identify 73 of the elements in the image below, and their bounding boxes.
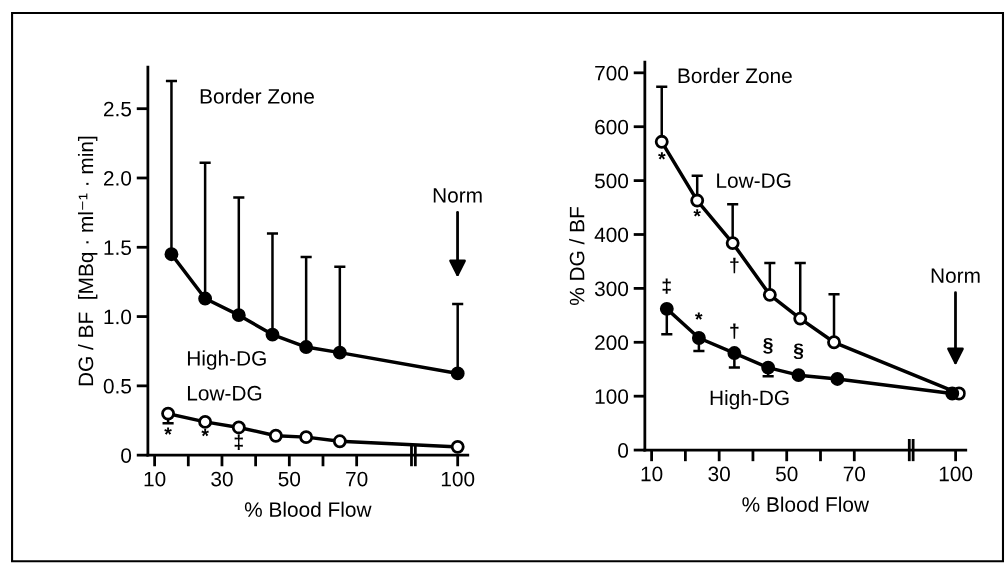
x-tick-label: 50: [775, 466, 798, 482]
y-tick-label: 2.5: [104, 101, 132, 117]
annotation: *: [658, 152, 666, 160]
x-tick-label: 30: [211, 471, 233, 487]
x-tick-label: 30: [708, 466, 730, 482]
annotation: †: [730, 323, 739, 339]
series-label: Low-DG: [187, 385, 262, 401]
point: [299, 430, 314, 445]
annotation: §: [763, 337, 773, 354]
y-tick-label: 300: [594, 281, 629, 297]
point: [945, 386, 960, 401]
x-tick-label: 10: [641, 466, 663, 482]
point: [332, 434, 347, 449]
y-axis-title: % DG / BF: [569, 207, 585, 306]
x-tick-label: 70: [843, 466, 866, 482]
x-tick-label: 70: [346, 471, 368, 487]
annotation: Norm: [931, 268, 980, 283]
point: [725, 236, 740, 251]
point: [691, 331, 706, 345]
point: [450, 366, 465, 381]
series-label: High-DG: [187, 350, 266, 370]
annotation: *: [164, 427, 172, 435]
y-tick-label: 0: [618, 443, 629, 458]
x-tick-label: 50: [278, 471, 301, 487]
y-tick-label: 400: [594, 227, 629, 243]
point: [450, 439, 465, 454]
point: [762, 287, 777, 302]
point: [791, 368, 806, 383]
annotation: Norm: [433, 188, 482, 203]
point: [198, 414, 213, 429]
x-tick-label: 100: [441, 471, 475, 487]
annotation: ‡: [662, 278, 671, 294]
point: [164, 247, 179, 262]
y-tick-label: 600: [595, 119, 629, 135]
annotation: ‡: [234, 434, 243, 450]
annotation: §: [793, 343, 804, 360]
series-label: High-DG: [710, 389, 789, 410]
x-tick-label: 100: [939, 466, 973, 482]
point: [268, 428, 283, 443]
point: [761, 360, 776, 375]
point: [659, 301, 674, 316]
point: [690, 193, 705, 208]
y-tick-label: 200: [595, 335, 629, 351]
y-tick-label: 100: [595, 389, 629, 404]
series-label: Low-DG: [717, 173, 791, 188]
y-axis-title: DG / BF [MBq · ml⁻¹ · min]: [77, 136, 98, 386]
point: [332, 345, 347, 360]
annotation: Border Zone: [678, 67, 792, 84]
point: [299, 340, 314, 354]
point: [654, 134, 669, 149]
y-tick-label: 1.0: [104, 309, 132, 325]
y-tick-label: 0: [121, 448, 132, 463]
annotation: Border Zone: [200, 88, 314, 104]
point: [231, 308, 246, 323]
x-axis-title: % Blood Flow: [244, 501, 372, 517]
point: [830, 371, 845, 386]
y-tick-label: 1.5: [104, 240, 132, 256]
annotation: *: [695, 312, 703, 320]
x-tick-label: 10: [144, 471, 166, 487]
point: [827, 335, 841, 350]
point: [231, 420, 246, 435]
point: [727, 346, 742, 361]
y-tick-label: 500: [594, 173, 629, 189]
annotation: *: [693, 209, 701, 217]
y-tick-label: 700: [595, 65, 629, 81]
annotation: †: [730, 257, 739, 274]
point: [198, 291, 213, 306]
point: [265, 327, 280, 342]
y-tick-label: 0.5: [103, 378, 132, 394]
x-axis-title: % Blood Flow: [742, 496, 870, 512]
annotation: *: [201, 428, 209, 437]
point: [793, 311, 808, 326]
y-tick-label: 2.0: [104, 170, 132, 186]
